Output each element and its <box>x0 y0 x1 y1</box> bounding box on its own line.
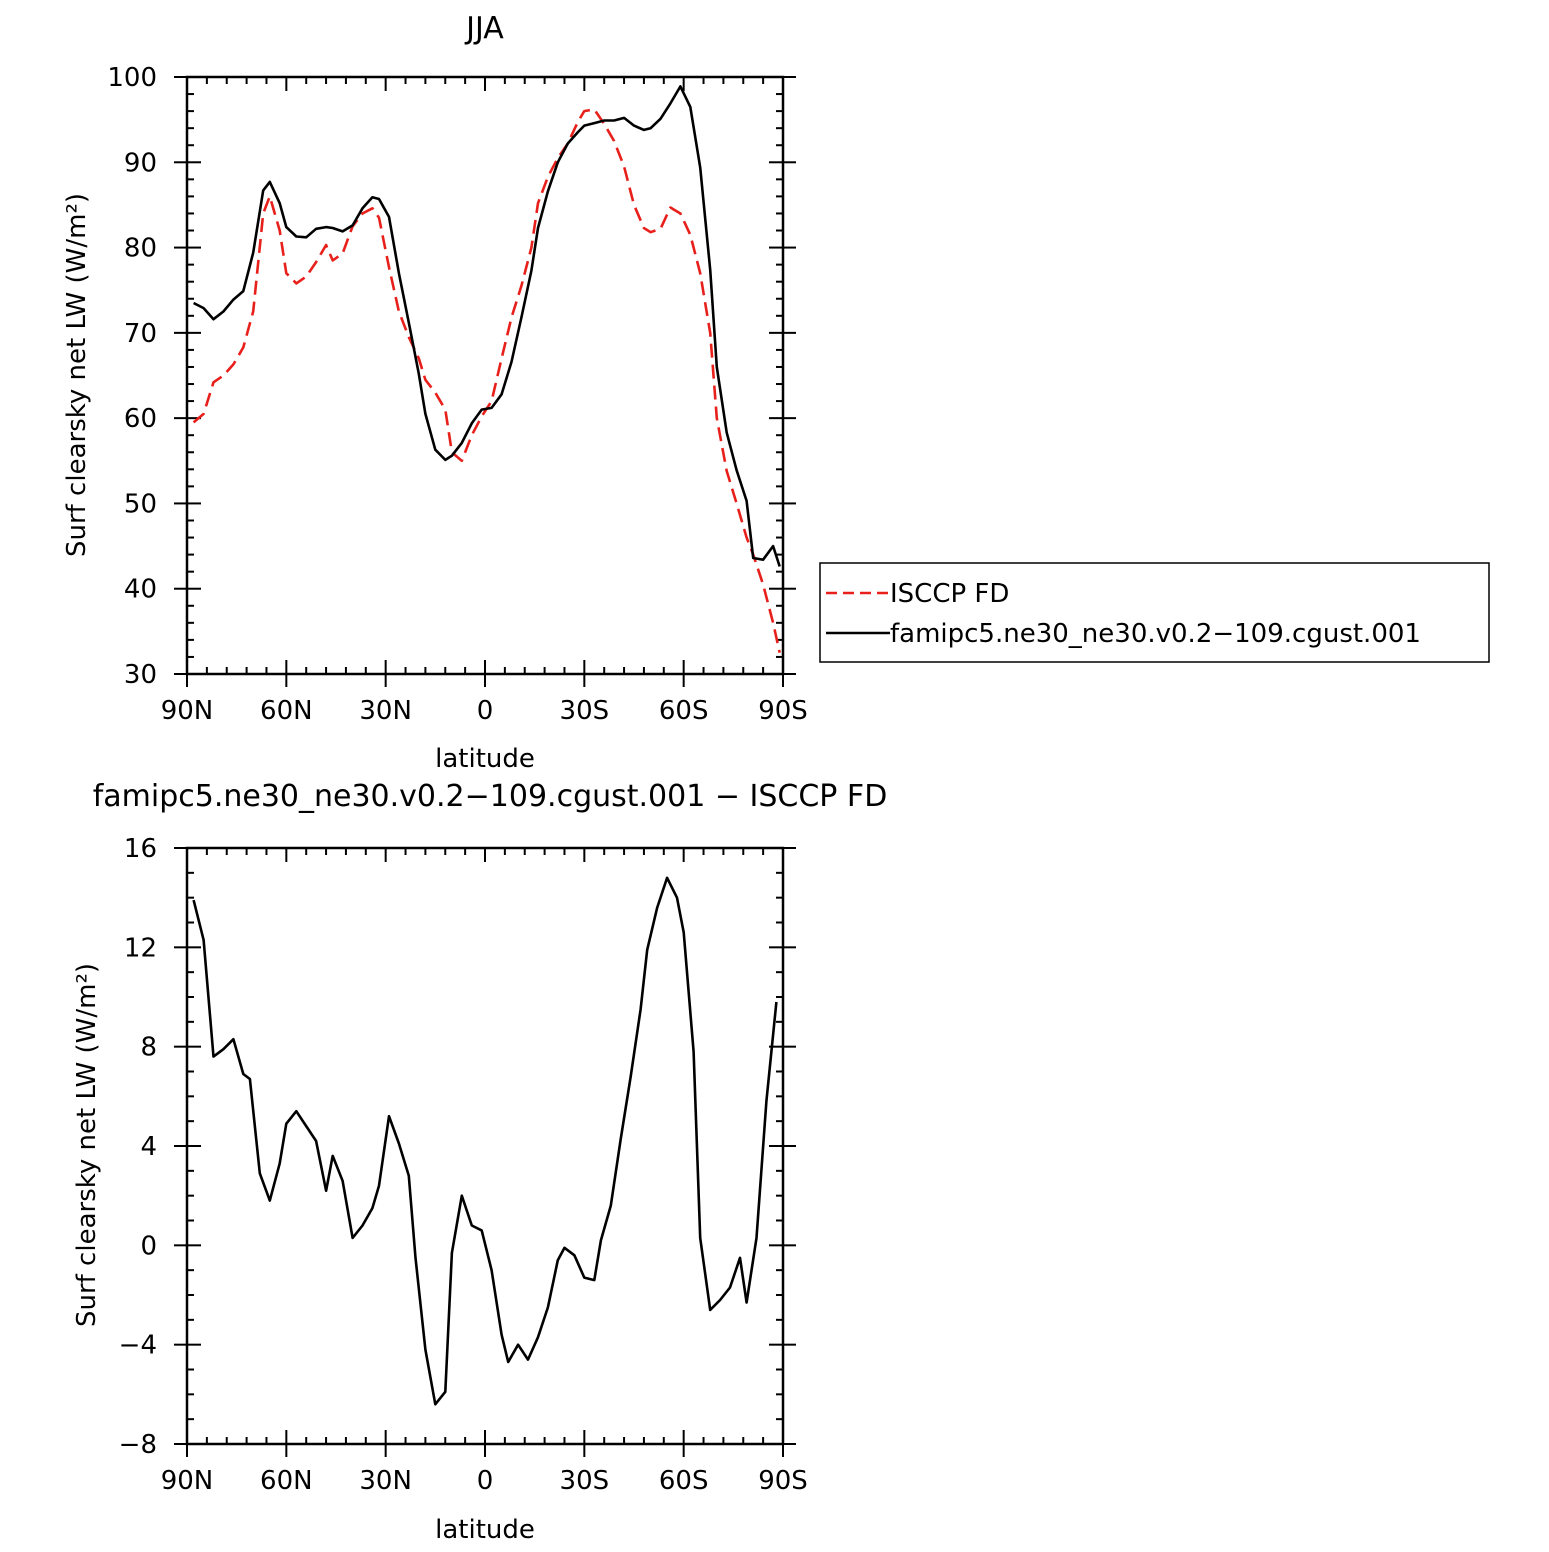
top-y-tick-label: 90 <box>124 148 157 178</box>
bottom-x-tick-label: 90N <box>161 1466 214 1496</box>
top-y-tick-label: 50 <box>124 489 157 519</box>
top-y-tick-label: 60 <box>124 404 157 434</box>
bottom-x-axis-label: latitude <box>435 1515 535 1545</box>
top-y-tick-label: 70 <box>124 319 157 349</box>
top-y-tick-label: 30 <box>124 660 157 690</box>
top-x-tick-label: 90S <box>758 696 808 726</box>
bottom-x-tick-label: 30N <box>359 1466 412 1496</box>
bottom-chart-title: famipc5.ne30_ne30.v0.2−109.cgust.001 − I… <box>93 779 888 814</box>
bottom-x-tick-label: 60N <box>260 1466 313 1496</box>
bottom-y-tick-label: 12 <box>124 933 157 963</box>
top-x-tick-label: 0 <box>477 696 494 726</box>
bottom-y-tick-label: 0 <box>140 1231 157 1261</box>
bottom-y-tick-label: 8 <box>140 1033 157 1063</box>
bottom-y-tick-label: 4 <box>140 1132 157 1162</box>
bottom-y-tick-label: −8 <box>119 1430 157 1460</box>
legend-label-model: famipc5.ne30_ne30.v0.2−109.cgust.001 <box>890 619 1421 649</box>
top-y-tick-label: 100 <box>107 63 157 93</box>
top-y-tick-label: 80 <box>124 234 157 264</box>
top-series-line-0 <box>192 108 781 653</box>
top-panel: JJA 90N 60N 30N 0 30S 60S 90S 30 40 50 60 70 80 90 100… <box>62 11 808 774</box>
bottom-panel: famipc5.ne30_ne30.v0.2−109.cgust.001 − I… <box>72 779 887 1545</box>
bottom-y-axis-label: Surf clearsky net LW (W/m²) <box>72 963 102 1327</box>
bottom-x-tick-label: 60S <box>659 1466 709 1496</box>
top-series-line-1 <box>193 85 781 567</box>
bottom-plot-frame <box>185 846 785 1446</box>
bottom-x-tick-label: 90S <box>758 1466 808 1496</box>
top-plot-frame <box>185 75 785 676</box>
top-x-tick-label: 60S <box>659 696 709 726</box>
bottom-x-tick-label: 0 <box>477 1466 494 1496</box>
top-x-tick-label: 30S <box>560 696 610 726</box>
top-y-tick-label: 40 <box>124 575 157 605</box>
top-plot-area: 90N 60N 30N 0 30S 60S 90S 30 40 50 60 70 80 90 100 <box>107 63 807 726</box>
top-x-tick-label: 60N <box>260 696 313 726</box>
legend-box <box>819 562 1490 663</box>
legend-label-isccp: ISCCP FD <box>890 579 1009 609</box>
top-x-axis-label: latitude <box>435 744 535 774</box>
bottom-y-tick-label: 16 <box>124 834 157 864</box>
top-x-tick-label: 90N <box>161 696 214 726</box>
bottom-plot-area: 90N 60N 30N 0 30S 60S 90S −8 −4 0 4 8 12 16 <box>119 834 808 1496</box>
bottom-series-line-0 <box>192 876 778 1406</box>
bottom-x-tick-label: 30S <box>560 1466 610 1496</box>
top-chart-title: JJA <box>464 11 504 46</box>
legend: ISCCP FD famipc5.ne30_ne30.v0.2−109.cgus… <box>819 562 1490 663</box>
top-x-tick-label: 30N <box>359 696 412 726</box>
bottom-y-tick-label: −4 <box>119 1331 157 1361</box>
top-y-axis-label: Surf clearsky net LW (W/m²) <box>62 193 92 557</box>
